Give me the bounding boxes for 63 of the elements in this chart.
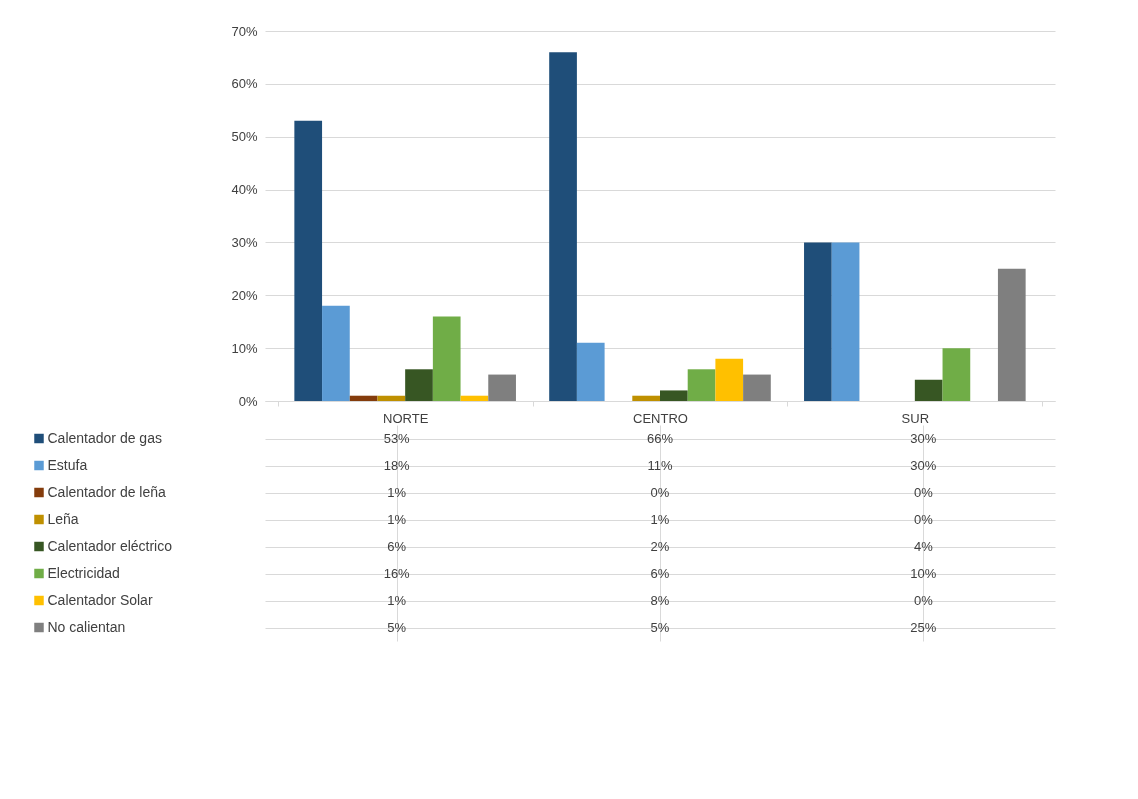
y-tick-label: 30% (231, 234, 258, 250)
data-label: 5% (650, 619, 670, 635)
data-label: 0% (650, 484, 670, 500)
bar (715, 358, 744, 401)
bar (488, 374, 516, 401)
y-tick-label: 10% (231, 340, 258, 356)
data-label: 6% (387, 538, 407, 554)
bar (914, 379, 943, 401)
x-tick-label: SUR (901, 410, 930, 426)
bar (687, 369, 716, 401)
data-label: 1% (387, 511, 407, 527)
legend-label: No calientan (47, 619, 126, 635)
data-label: 1% (387, 484, 407, 500)
bar (322, 305, 350, 401)
legend-label: Calentador eléctrico (47, 538, 173, 554)
data-label: 1% (387, 592, 407, 608)
x-tick-label: NORTE (383, 410, 429, 426)
data-label: 11% (647, 457, 673, 473)
bar (432, 316, 461, 401)
y-tick-label: 60% (231, 76, 258, 92)
legend-label: Estufa (47, 457, 88, 473)
data-label: 0% (913, 592, 934, 608)
data-label: 66% (646, 430, 674, 446)
y-tick-label: 50% (231, 129, 258, 145)
y-tick-label: 20% (231, 287, 258, 303)
bar (997, 268, 1026, 401)
bar (460, 395, 489, 401)
data-label: 4% (913, 538, 934, 554)
data-label: 18% (383, 457, 411, 473)
legend-label: Electricidad (47, 565, 120, 581)
y-tick-label: 40% (231, 182, 258, 198)
data-label: 1% (650, 511, 670, 527)
data-label: 0% (913, 484, 934, 500)
bar (831, 242, 860, 401)
legend-label: Calentador de gas (47, 430, 162, 446)
legend-label: Calentador de leña (47, 484, 167, 500)
y-tick-label: 0% (238, 393, 258, 409)
bar (942, 348, 971, 401)
bar (743, 374, 771, 401)
legend-label: Calentador Solar (47, 592, 153, 608)
data-label: 5% (387, 619, 407, 635)
y-tick-label: 70% (231, 23, 258, 39)
bar (660, 390, 688, 401)
bar (804, 242, 832, 401)
bar (349, 395, 378, 401)
bar (377, 395, 406, 401)
bar (405, 369, 433, 401)
data-label: 2% (650, 538, 670, 554)
bar (549, 52, 577, 401)
bar (294, 120, 323, 401)
data-label: 53% (383, 430, 411, 446)
data-label: 16% (383, 565, 411, 581)
data-label: 6% (650, 565, 670, 581)
data-label: 30% (910, 430, 937, 446)
data-label: 0% (913, 511, 934, 527)
data-label: 30% (910, 457, 937, 473)
bar (632, 395, 660, 401)
data-label: 10% (910, 565, 937, 581)
data-label: 8% (650, 592, 670, 608)
data-label: 25% (910, 619, 937, 635)
bar (576, 342, 605, 401)
x-tick-label: CENTRO (633, 410, 688, 426)
legend-label: Leña (47, 511, 79, 527)
